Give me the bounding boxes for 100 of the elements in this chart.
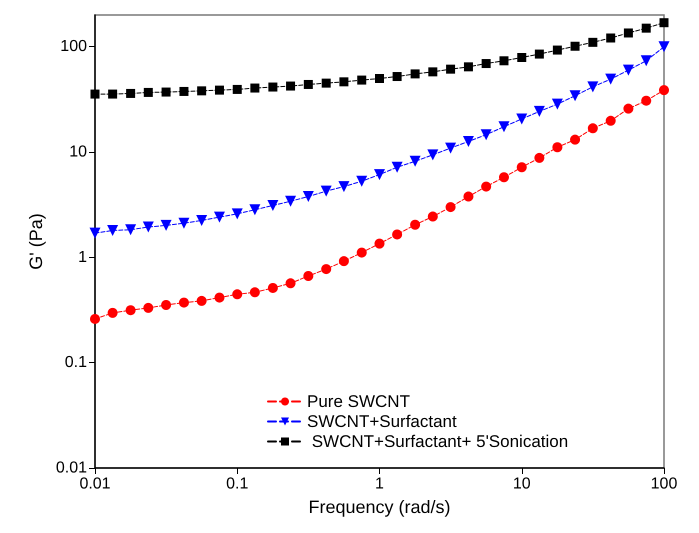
point — [446, 64, 456, 74]
point — [126, 88, 136, 98]
point — [498, 121, 510, 132]
point — [214, 212, 225, 223]
point — [428, 67, 438, 76]
point — [268, 82, 278, 92]
point — [427, 149, 438, 160]
point — [303, 271, 314, 282]
point — [90, 228, 100, 239]
point — [605, 74, 616, 85]
x-axis-title: Frequency (rad/s) — [308, 497, 451, 517]
point — [623, 104, 634, 114]
point — [464, 62, 473, 72]
point — [267, 200, 278, 211]
x-tick-label: 10 — [512, 476, 531, 492]
y-tick-label: 100 — [60, 38, 88, 56]
point — [570, 90, 581, 102]
point — [232, 289, 242, 300]
point — [232, 84, 242, 94]
point — [516, 162, 527, 172]
x-tick-label: 0.1 — [226, 476, 248, 492]
y-tick-label: 10 — [69, 144, 88, 161]
point — [552, 98, 563, 110]
point — [285, 196, 296, 207]
point — [482, 59, 491, 68]
point — [428, 212, 438, 222]
point — [107, 224, 118, 236]
point — [642, 24, 651, 33]
point — [108, 308, 118, 318]
x-tick-label: 1 — [375, 476, 384, 492]
point — [587, 81, 598, 92]
point — [338, 181, 350, 192]
x-tick-label: 100 — [650, 476, 678, 492]
point — [143, 302, 154, 313]
point — [179, 86, 188, 96]
point — [249, 204, 260, 216]
point — [552, 142, 562, 152]
point — [126, 305, 136, 316]
legend-label: SWCNT+Surfactant — [307, 412, 458, 431]
legend-label: SWCNT+Surfactant+ 5'Sonication — [307, 432, 568, 451]
y-axis-title: G' (Pa) — [26, 213, 46, 270]
point — [286, 82, 296, 91]
point — [624, 28, 633, 38]
point — [232, 208, 243, 220]
point — [410, 156, 421, 167]
point — [162, 88, 171, 97]
point — [534, 106, 545, 117]
point — [356, 248, 367, 258]
point — [178, 218, 190, 229]
point — [480, 129, 492, 140]
point — [640, 55, 652, 66]
point — [339, 77, 348, 86]
point — [588, 123, 598, 134]
point — [641, 96, 652, 106]
point — [160, 220, 172, 231]
point — [90, 314, 100, 324]
point — [250, 287, 260, 298]
point — [658, 41, 670, 52]
point — [374, 238, 384, 249]
point — [108, 90, 118, 99]
point — [356, 176, 368, 187]
point — [197, 86, 206, 96]
point — [463, 192, 474, 202]
point — [392, 72, 402, 82]
point — [517, 52, 526, 62]
point — [392, 229, 402, 240]
point — [570, 134, 580, 145]
point — [659, 85, 669, 96]
point — [374, 169, 385, 180]
point — [516, 113, 528, 124]
y-tick-label: 1 — [78, 248, 88, 266]
point — [410, 69, 420, 78]
point — [498, 172, 509, 182]
point — [534, 50, 544, 59]
point — [462, 136, 474, 147]
point — [660, 18, 668, 28]
legend-label: Pure SWCNT — [307, 392, 410, 411]
point — [142, 222, 154, 233]
point — [268, 282, 278, 293]
point — [445, 142, 456, 154]
y-tick-label: 0.1 — [64, 354, 88, 372]
point — [622, 64, 634, 76]
point — [606, 33, 616, 42]
point — [588, 38, 598, 47]
point — [214, 292, 224, 303]
point — [302, 191, 314, 202]
point — [322, 78, 331, 88]
point — [144, 88, 153, 97]
point — [90, 90, 100, 99]
point — [570, 42, 580, 51]
point — [196, 214, 208, 226]
point — [304, 80, 313, 89]
point — [481, 182, 492, 192]
point — [161, 300, 172, 310]
point — [286, 278, 296, 288]
point — [534, 152, 544, 163]
point — [214, 86, 224, 95]
point — [250, 84, 260, 93]
point — [125, 224, 136, 236]
point — [196, 296, 207, 306]
